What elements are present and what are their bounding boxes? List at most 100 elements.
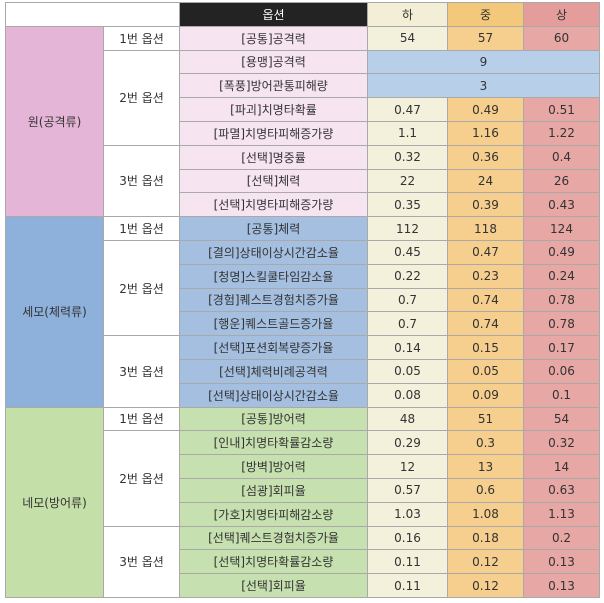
option-name: [경험]퀘스트경험치증가율 [179, 287, 368, 313]
value-low: 22 [367, 168, 448, 194]
category-cell: 네모(방어류) [5, 406, 104, 598]
value-mid: 0.09 [447, 382, 524, 408]
option-name: [인내]치명타확률감소량 [179, 430, 368, 456]
table-row: [선택]회피율 0.11 0.12 0.13 [6, 573, 600, 598]
header-mid: 중 [447, 2, 524, 27]
table-row: 3번 옵션 [선택]퀘스트경험치증가율 0.16 0.18 0.2 [6, 525, 600, 598]
option-slot-label: 3번 옵션 [103, 144, 180, 218]
value-mid: 0.74 [447, 311, 524, 337]
table-row: [선택]체력 22 24 26 [6, 168, 600, 194]
value-high: 0.78 [523, 311, 600, 337]
value-mid: 0.18 [447, 525, 524, 551]
value-low: 1.1 [367, 120, 448, 146]
value-low: 0.7 [367, 287, 448, 313]
value-high: 0.51 [523, 97, 600, 122]
table-row: [청명]스킬쿨타임감소율 0.22 0.23 0.24 [6, 263, 600, 289]
option-slot-label: 1번 옵션 [103, 216, 180, 241]
value-high: 1.22 [523, 120, 600, 146]
value-low: 0.11 [367, 549, 448, 575]
value-low: 112 [367, 216, 448, 241]
value-mid: 0.05 [447, 358, 524, 384]
value-merged: 3 [367, 73, 600, 99]
value-low: 0.57 [367, 477, 448, 503]
value-mid: 0.49 [447, 97, 524, 122]
value-high: 0.78 [523, 287, 600, 313]
table-row: [폭풍]방어관통피해량 3 [6, 73, 600, 99]
option-name: [청명]스킬쿨타임감소율 [179, 263, 368, 289]
value-high: 0.63 [523, 477, 600, 503]
value-mid: 0.3 [447, 430, 524, 456]
table-row: [방벽]방어력 12 13 14 [6, 454, 600, 479]
value-high: 54 [523, 406, 600, 432]
option-name: [폭풍]방어관통피해량 [179, 73, 368, 99]
value-mid: 1.08 [447, 501, 524, 527]
option-slot-label: 1번 옵션 [103, 406, 180, 432]
value-merged: 9 [367, 49, 600, 75]
value-low: 0.35 [367, 192, 448, 218]
option-slot-label: 3번 옵션 [103, 335, 180, 408]
option-name: [선택]체력비례공격력 [179, 358, 368, 384]
value-high: 14 [523, 454, 600, 479]
table-row: 네모(방어류) 1번 옵션 [공통]방어력 48 51 54 [5, 406, 600, 598]
option-name: [선택]체력 [179, 168, 368, 194]
value-high: 0.13 [523, 573, 600, 598]
value-low: 12 [367, 454, 448, 479]
header-high: 상 [523, 2, 600, 27]
option-name: [방벽]방어력 [179, 454, 368, 479]
option-table: 옵션 하 중 상 원(공격류) 1번 옵션 [공통]공격력 54 57 60 2번 옵션 [용… [5, 2, 600, 598]
table-row: 세모(체력류) 1번 옵션 [공통]체력 112 118 124 [5, 216, 600, 408]
value-low: 0.11 [367, 573, 448, 598]
option-name: [선택]회피율 [179, 573, 368, 598]
table-row: [선택]상태이상시간감소율 0.08 0.09 0.1 [6, 382, 600, 408]
option-name: [행운]퀘스트골드증가율 [179, 311, 368, 337]
option-name: [용맹]공격력 [179, 49, 368, 75]
value-mid: 0.12 [447, 549, 524, 575]
option-slot-label: 2번 옵션 [103, 239, 180, 337]
value-low: 1.03 [367, 501, 448, 527]
option-name: [공통]공격력 [179, 25, 368, 51]
value-mid: 57 [447, 25, 524, 51]
table-row: [파멸]치명타피해증가량 1.1 1.16 1.22 [6, 120, 600, 146]
value-low: 0.16 [367, 525, 448, 551]
value-low: 0.08 [367, 382, 448, 408]
value-high: 1.13 [523, 501, 600, 527]
value-high: 0.4 [523, 144, 600, 170]
table-row: [선택]치명타확률감소량 0.11 0.12 0.13 [6, 549, 600, 575]
table-row: 2번 옵션 [결의]상태이상시간감소율 0.45 0.47 0.49 [6, 239, 600, 337]
value-mid: 51 [447, 406, 524, 432]
value-low: 0.29 [367, 430, 448, 456]
value-mid: 0.74 [447, 287, 524, 313]
value-mid: 24 [447, 168, 524, 194]
value-low: 0.45 [367, 239, 448, 265]
option-name: [선택]치명타피해증가량 [179, 192, 368, 218]
value-high: 0.1 [523, 382, 600, 408]
table-row: [가호]치명타피해감소량 1.03 1.08 1.13 [6, 501, 600, 527]
value-high: 124 [523, 216, 600, 241]
value-low: 0.32 [367, 144, 448, 170]
option-name: [파멸]치명타피해증가량 [179, 120, 368, 146]
option-slot-label: 1번 옵션 [103, 25, 180, 51]
value-mid: 0.39 [447, 192, 524, 218]
value-mid: 0.12 [447, 573, 524, 598]
option-name: [파괴]치명타확률 [179, 97, 368, 122]
option-name: [선택]상태이상시간감소율 [179, 382, 368, 408]
value-low: 54 [367, 25, 448, 51]
table-row: 2번 옵션 [용맹]공격력 9 [6, 49, 600, 146]
value-high: 0.24 [523, 263, 600, 289]
value-high: 0.13 [523, 549, 600, 575]
option-name: [선택]명중률 [179, 144, 368, 170]
value-high: 0.17 [523, 335, 600, 360]
header-blank [5, 2, 180, 27]
option-slot-label: 2번 옵션 [103, 430, 180, 527]
table-row: 원(공격류) 1번 옵션 [공통]공격력 54 57 60 [5, 25, 600, 218]
option-name: [선택]치명타확률감소량 [179, 549, 368, 575]
option-name: [섬광]회피율 [179, 477, 368, 503]
value-low: 0.7 [367, 311, 448, 337]
value-low: 0.47 [367, 97, 448, 122]
value-high: 0.49 [523, 239, 600, 265]
value-high: 0.2 [523, 525, 600, 551]
value-mid: 0.36 [447, 144, 524, 170]
option-name: [선택]퀘스트경험치증가율 [179, 525, 368, 551]
table-row: [섬광]회피율 0.57 0.6 0.63 [6, 477, 600, 503]
value-high: 26 [523, 168, 600, 194]
